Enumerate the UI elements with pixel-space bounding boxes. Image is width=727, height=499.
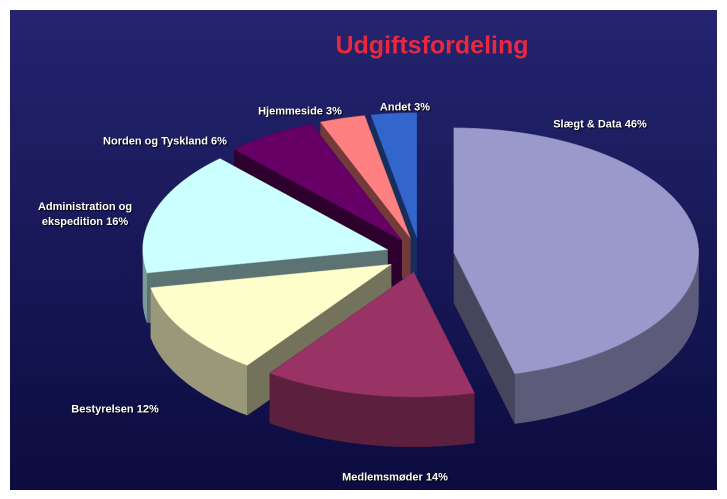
slice-label-name: Medlemsmøder xyxy=(342,471,423,484)
slice-label: Norden og Tyskland 6% xyxy=(103,135,227,150)
slice-label: Medlemsmøder 14% xyxy=(342,471,448,486)
slice-side xyxy=(142,249,148,324)
slice-label-name: Norden og Tyskland xyxy=(103,135,208,148)
slice-top xyxy=(150,263,393,366)
slice-side xyxy=(514,252,699,424)
slice-label: Administration og ekspedition 16% xyxy=(10,200,160,230)
slice-top xyxy=(142,158,389,274)
slice-top xyxy=(269,271,475,398)
slice-top xyxy=(370,112,418,238)
slice-label: Hjemmeside 3% xyxy=(258,105,342,120)
slice-side xyxy=(150,287,248,416)
chart-title: Udgiftsfordeling xyxy=(335,32,528,60)
slice-label: Bestyrelsen 12% xyxy=(71,403,158,418)
slice xyxy=(453,127,699,424)
slice-top xyxy=(233,123,402,241)
slice xyxy=(269,271,475,448)
slice-label-name: Hjemmeside xyxy=(258,105,323,118)
slice-label-value: 6% xyxy=(211,135,227,148)
slice-label-value: 46% xyxy=(624,118,647,131)
pie xyxy=(142,112,699,448)
slice-label: Andet 3% xyxy=(380,101,430,116)
slice-label-name: Bestyrelsen xyxy=(71,403,134,416)
slice-label-value: 3% xyxy=(414,101,431,114)
slice-label-value: 12% xyxy=(136,403,159,416)
slice-label-name: Andet xyxy=(379,101,412,114)
slice-top xyxy=(319,115,411,239)
slice-label-value: 16% xyxy=(106,216,129,228)
slice-side xyxy=(453,252,515,424)
slice-label-value: 14% xyxy=(425,471,448,484)
slice-label-name: Administration og ekspedition xyxy=(37,201,133,228)
slice-top xyxy=(453,127,699,375)
slice-label-value: 3% xyxy=(325,105,342,118)
slice-side xyxy=(269,373,475,448)
slice-label-name: Slægt & Data xyxy=(553,118,622,131)
slice-label: Slægt & Data 46% xyxy=(553,118,647,133)
